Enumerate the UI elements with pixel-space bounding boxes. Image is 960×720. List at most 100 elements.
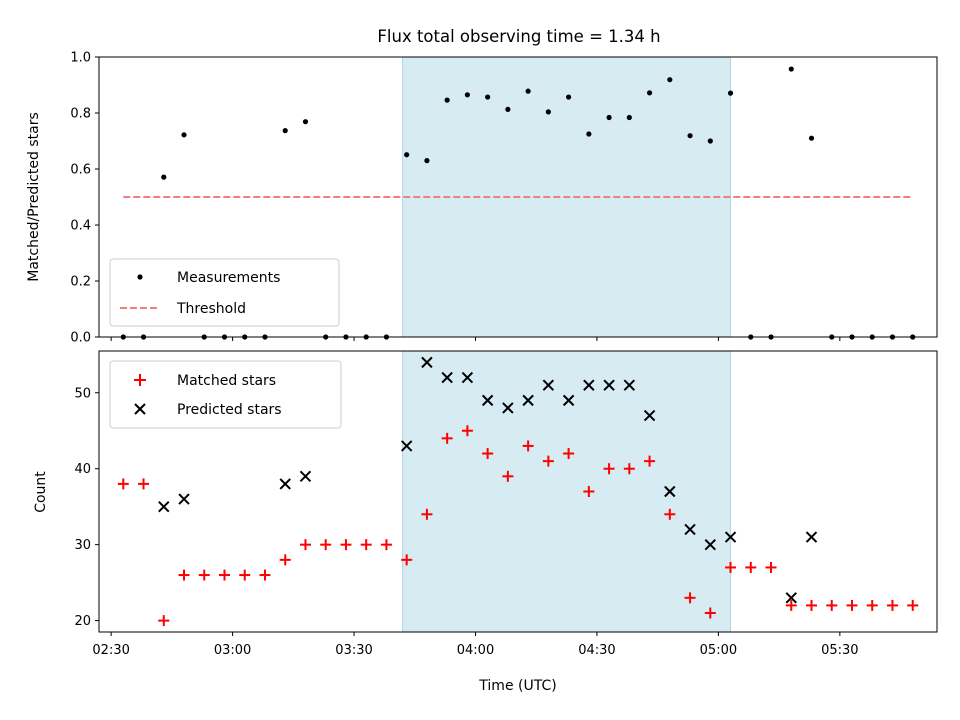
- top-y-tick-label: 0.2: [70, 275, 91, 290]
- measurement-point: [181, 132, 187, 138]
- matched-star-point: [218, 569, 230, 581]
- matched-star-point: [745, 561, 757, 573]
- top-y-tick-label: 1.0: [70, 51, 91, 66]
- matched-star-point: [401, 554, 413, 566]
- legend-marker-matched-stars: [134, 374, 146, 386]
- predicted-star-point: [704, 538, 717, 551]
- observing-window-shade: [402, 350, 732, 633]
- x-tick-label: 03:00: [214, 643, 251, 658]
- x-tick-label: 04:00: [457, 643, 494, 658]
- matched-star-point: [259, 569, 271, 581]
- predicted-star-point: [583, 379, 595, 391]
- matched-star-point: [583, 486, 595, 497]
- legend-marker-measurements: [137, 274, 143, 280]
- matched-star-point: [542, 455, 554, 467]
- measurement-point: [707, 138, 713, 144]
- matched-star-point: [826, 599, 838, 611]
- measurement-point: [687, 133, 693, 139]
- predicted-star-point: [522, 394, 534, 407]
- bottom-legend: Matched stars Predicted stars: [109, 360, 342, 429]
- predicted-star-point: [664, 485, 676, 498]
- measurement-point: [424, 158, 430, 164]
- matched-star-point: [320, 539, 332, 551]
- measurement-point: [667, 77, 673, 83]
- legend-label-predicted-stars: Predicted stars: [177, 402, 282, 418]
- matched-star-point: [482, 448, 494, 460]
- measurement-point: [505, 106, 511, 112]
- measurement-point: [485, 94, 491, 100]
- matched-star-point: [522, 440, 534, 452]
- predicted-star-point: [785, 592, 797, 604]
- bottom-legend-box: [109, 360, 342, 429]
- top-legend-box: [109, 258, 340, 327]
- matched-star-point: [563, 448, 575, 460]
- matched-star-point: [340, 539, 352, 551]
- matched-star-point: [198, 569, 210, 581]
- matched-star-point: [704, 607, 716, 619]
- top-legend: Measurements Threshold: [109, 258, 340, 327]
- predicted-star-point: [805, 531, 818, 543]
- bottom-y-tick-label: 40: [74, 462, 91, 477]
- predicted-star-point: [178, 493, 190, 505]
- matched-star-point: [279, 554, 291, 566]
- predicted-star-point: [623, 379, 636, 391]
- matched-star-point: [299, 539, 311, 551]
- measurement-point: [626, 114, 632, 121]
- predicted-star-point: [421, 356, 433, 369]
- predicted-star-point: [724, 531, 737, 543]
- matched-star-point: [138, 478, 150, 490]
- matched-star-point: [461, 425, 473, 437]
- top-y-tick-label: 0.0: [70, 331, 91, 346]
- measurement-point: [646, 90, 653, 96]
- top-y-tick-label: 0.6: [70, 163, 91, 178]
- matched-star-point: [785, 599, 797, 611]
- matched-star-point: [158, 615, 170, 627]
- predicted-star-point: [643, 409, 656, 422]
- predicted-star-point: [299, 470, 312, 483]
- matched-star-point: [644, 455, 656, 467]
- predicted-star-point: [684, 523, 696, 536]
- matched-star-point: [380, 539, 392, 551]
- bottom-y-axis-label: Count: [33, 471, 49, 513]
- predicted-star-point: [279, 478, 291, 490]
- predicted-star-point: [481, 394, 494, 407]
- x-tick-label: 03:30: [335, 643, 372, 658]
- legend-label-measurements: Measurements: [177, 270, 280, 286]
- measurement-point: [444, 97, 450, 103]
- bottom-y-tick-label: 30: [74, 538, 91, 553]
- matched-star-point: [178, 569, 190, 581]
- matched-star-point: [239, 569, 251, 581]
- matched-star-point: [846, 599, 858, 611]
- matched-star-point: [360, 539, 372, 551]
- x-tick-label: 04:30: [578, 643, 615, 658]
- measurement-point: [282, 128, 288, 134]
- matched-star-point: [502, 470, 514, 482]
- measurement-point: [545, 109, 551, 115]
- top-y-tick-label: 0.4: [70, 219, 91, 234]
- predicted-star-point: [400, 440, 413, 452]
- matched-star-point: [603, 463, 615, 475]
- predicted-star-point: [542, 379, 555, 391]
- measurement-point: [606, 114, 612, 121]
- matched-star-point: [725, 561, 737, 573]
- bottom-panel: 20 30 40 50 02:30 03:00 03:30 04:00 04:30 05:00 05…: [33, 350, 938, 694]
- legend-label-matched-stars: Matched stars: [177, 373, 276, 389]
- x-tick-label: 02:30: [92, 643, 129, 658]
- predicted-star-point: [562, 394, 575, 407]
- predicted-star-point: [461, 371, 474, 384]
- bottom-axes-frame: [98, 350, 938, 633]
- bottom-y-tick-label: 20: [74, 614, 91, 629]
- measurement-point: [161, 174, 167, 180]
- top-axes-frame: [98, 56, 938, 338]
- measurement-point: [586, 131, 592, 137]
- matched-star-point: [806, 599, 818, 611]
- legend-marker-predicted-stars: [134, 403, 146, 415]
- matched-star-point: [907, 599, 919, 611]
- bottom-y-tick-label: 50: [74, 386, 91, 401]
- measurement-point: [525, 88, 531, 94]
- matched-star-point: [441, 432, 453, 444]
- measurement-point: [464, 92, 470, 98]
- legend-label-threshold: Threshold: [176, 301, 246, 317]
- predicted-star-point: [441, 371, 453, 384]
- x-tick-label: 05:30: [821, 643, 858, 658]
